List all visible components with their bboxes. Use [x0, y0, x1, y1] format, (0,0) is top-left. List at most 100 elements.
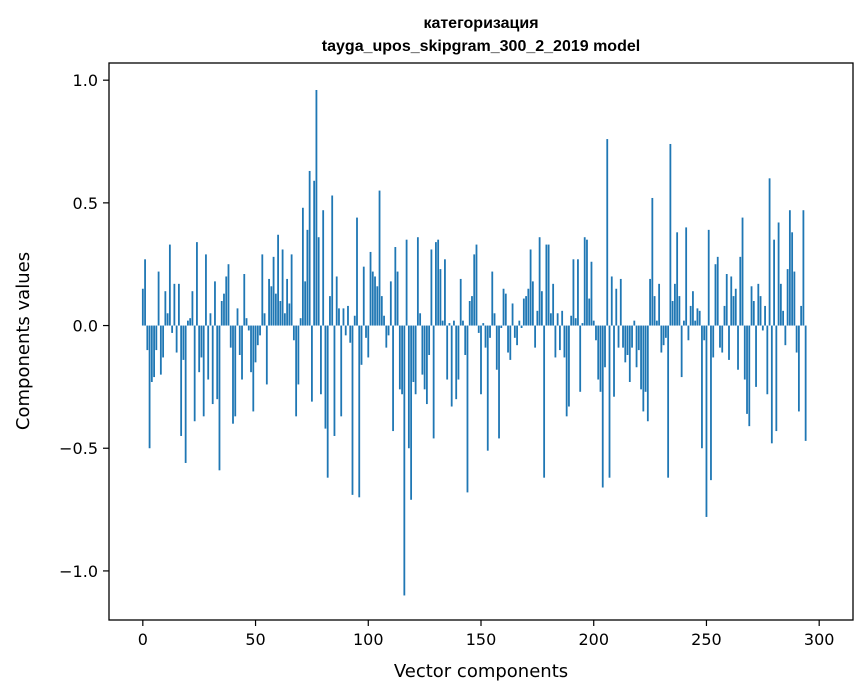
bar [144, 259, 146, 326]
bar [590, 261, 593, 326]
bar [768, 178, 771, 326]
bar [247, 325, 250, 331]
x-tick-label: 100 [353, 630, 384, 649]
bar [513, 325, 516, 338]
bar [362, 266, 365, 326]
bar [430, 249, 433, 326]
bar [536, 310, 539, 326]
bar [164, 291, 167, 326]
bar [739, 256, 742, 326]
bar [439, 269, 442, 326]
bar [617, 325, 620, 348]
bar [556, 313, 559, 326]
bar [202, 325, 205, 417]
bar [518, 320, 521, 326]
bar [583, 237, 586, 326]
bar [419, 313, 422, 326]
bar [577, 259, 579, 326]
bar [259, 325, 261, 336]
bar [509, 325, 512, 360]
bar [385, 325, 388, 348]
bar [229, 325, 232, 348]
bar [761, 325, 764, 331]
y-tick-label: 0.0 [73, 317, 98, 336]
bar [187, 320, 189, 326]
bar [707, 229, 710, 326]
bar [737, 325, 739, 370]
bar [755, 325, 757, 387]
bar [322, 210, 325, 326]
bar [489, 325, 491, 338]
x-axis-label: Vector components [394, 661, 568, 682]
bar [764, 305, 766, 326]
bar [660, 325, 663, 353]
bar [175, 325, 178, 353]
bar [281, 249, 284, 326]
bar [288, 303, 291, 326]
bar [595, 325, 597, 341]
bar [227, 264, 230, 326]
bar [311, 325, 313, 402]
bar [148, 325, 151, 449]
bar [241, 325, 243, 380]
bar [696, 308, 699, 326]
x-tick-label: 150 [466, 630, 497, 649]
bar [658, 283, 661, 326]
bar [480, 325, 482, 395]
bar [360, 325, 363, 365]
bar [547, 244, 550, 326]
bar [610, 276, 613, 326]
bar [502, 288, 505, 326]
bar [728, 325, 730, 360]
bar [579, 325, 582, 392]
bar [277, 234, 279, 326]
bar [392, 325, 394, 432]
bar [734, 288, 737, 326]
bar [491, 271, 494, 326]
bar [655, 320, 658, 326]
bar [588, 298, 591, 326]
bar [477, 325, 480, 333]
bar [698, 310, 701, 326]
bar [261, 254, 264, 326]
bar [462, 320, 464, 326]
bar [597, 325, 600, 380]
bar [225, 276, 228, 326]
bar [640, 325, 642, 390]
bar [622, 325, 624, 348]
bar [234, 325, 237, 417]
bar [797, 325, 800, 412]
bar [238, 325, 241, 355]
bar [326, 325, 329, 478]
bar [315, 89, 318, 326]
x-tick-label: 50 [245, 630, 265, 649]
bar [561, 310, 564, 326]
bar [450, 325, 453, 407]
bar [475, 244, 478, 326]
bar [653, 296, 656, 326]
bar [581, 323, 584, 326]
bar [394, 247, 397, 326]
bar [405, 239, 408, 326]
bar [398, 325, 401, 390]
bar [689, 305, 692, 326]
bar [421, 325, 424, 375]
bar [220, 301, 223, 326]
bar [396, 271, 399, 326]
bar [671, 301, 674, 326]
bar [482, 323, 485, 326]
bar [795, 325, 798, 353]
bar [793, 271, 796, 326]
x-tick-label: 0 [138, 630, 148, 649]
bar [193, 325, 196, 422]
bar [374, 276, 376, 326]
bar [403, 325, 406, 596]
bar [773, 239, 775, 326]
y-axis-ticks: −1.0 −0.5 0.0 0.5 1.0 [59, 71, 109, 581]
bar [182, 325, 185, 360]
bar [279, 301, 282, 326]
bar [347, 305, 349, 326]
bar [369, 251, 372, 326]
bar [401, 325, 403, 395]
bar [146, 325, 149, 351]
